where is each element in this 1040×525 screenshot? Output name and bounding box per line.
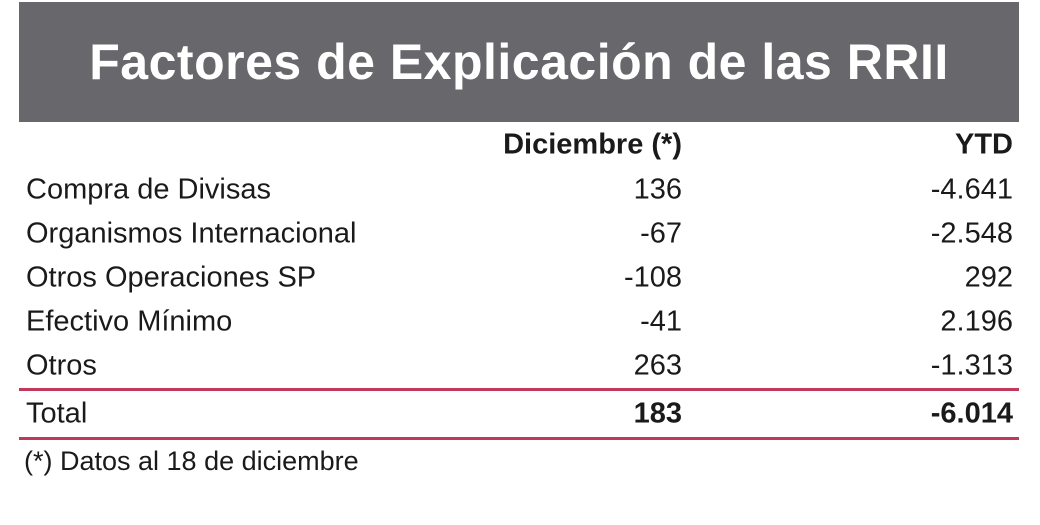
table-row: Otros 263 -1.313 (19, 344, 1019, 388)
row-value-diciembre: -108 (623, 261, 682, 294)
total-divider-top (19, 388, 1019, 391)
row-value-ytd: 292 (964, 261, 1013, 294)
row-label: Otros (26, 349, 97, 382)
total-value-diciembre: 183 (633, 397, 682, 430)
row-value-diciembre: 136 (633, 173, 682, 206)
page-title: Factores de Explicación de las RRII (89, 34, 949, 90)
row-value-ytd: -2.548 (930, 217, 1013, 250)
footnote: (*) Datos al 18 de diciembre (24, 446, 359, 476)
total-value-ytd: -6.014 (930, 397, 1013, 430)
table-row: Otros Operaciones SP -108 292 (19, 256, 1019, 300)
row-label: Organismos Internacional (26, 217, 357, 250)
factors-table: Diciembre (*) YTD Compra de Divisas 136 … (19, 122, 1019, 440)
row-label: Compra de Divisas (26, 173, 271, 206)
total-divider-bottom (19, 437, 1019, 440)
row-value-ytd: 2.196 (940, 305, 1013, 338)
column-header-ytd: YTD (955, 128, 1013, 161)
row-value-ytd: -4.641 (930, 173, 1013, 206)
total-row: Total 183 -6.014 (19, 391, 1019, 437)
row-value-diciembre: -67 (640, 217, 682, 250)
row-value-ytd: -1.313 (930, 349, 1013, 382)
row-label: Efectivo Mínimo (26, 305, 233, 338)
table-row: Efectivo Mínimo -41 2.196 (19, 300, 1019, 344)
title-banner: Factores de Explicación de las RRII (19, 2, 1019, 122)
table-row: Compra de Divisas 136 -4.641 (19, 168, 1019, 212)
row-value-diciembre: -41 (640, 305, 682, 338)
column-header-diciembre: Diciembre (*) (503, 128, 682, 161)
total-label: Total (26, 397, 88, 430)
row-label: Otros Operaciones SP (26, 261, 317, 294)
table-header-row: Diciembre (*) YTD (19, 122, 1019, 168)
row-value-diciembre: 263 (633, 349, 682, 382)
table-row: Organismos Internacional -67 -2.548 (19, 212, 1019, 256)
